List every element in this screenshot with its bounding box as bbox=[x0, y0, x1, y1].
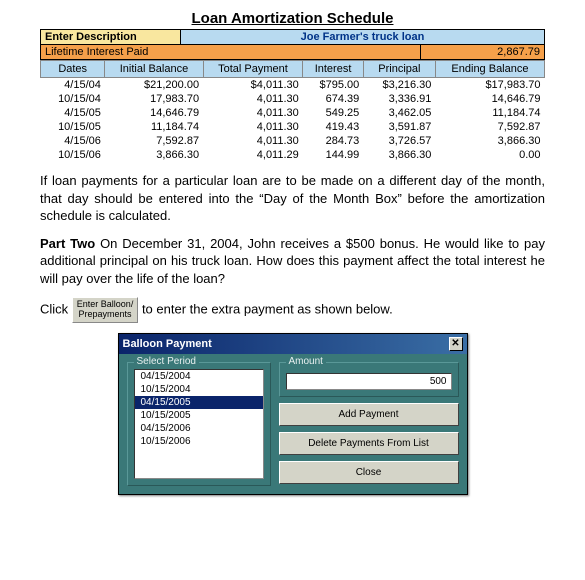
description-box: Enter Description Joe Farmer's truck loa… bbox=[40, 29, 545, 60]
table-cell: 549.25 bbox=[303, 106, 364, 120]
table-row: 10/15/0417,983.704,011.30674.393,336.911… bbox=[41, 92, 545, 106]
dialog-titlebar: Balloon Payment ✕ bbox=[119, 334, 467, 354]
table-row: 10/15/0511,184.744,011.30419.433,591.877… bbox=[41, 120, 545, 134]
table-cell: 3,866.30 bbox=[363, 148, 435, 162]
col-total: Total Payment bbox=[203, 61, 303, 78]
paragraph-note: If loan payments for a particular loan a… bbox=[40, 172, 545, 225]
period-option[interactable]: 10/15/2004 bbox=[135, 383, 263, 396]
table-cell: 3,336.91 bbox=[363, 92, 435, 106]
table-cell: 4,011.30 bbox=[203, 106, 303, 120]
balloon-payment-dialog: Balloon Payment ✕ Select Period 04/15/20… bbox=[118, 333, 468, 495]
table-cell: 10/15/05 bbox=[41, 120, 105, 134]
table-cell: 7,592.87 bbox=[435, 120, 544, 134]
table-cell: 4/15/06 bbox=[41, 134, 105, 148]
table-cell: 10/15/04 bbox=[41, 92, 105, 106]
table-cell: 4/15/05 bbox=[41, 106, 105, 120]
col-initial: Initial Balance bbox=[105, 61, 203, 78]
table-cell: 4,011.30 bbox=[203, 92, 303, 106]
delete-payments-button[interactable]: Delete Payments From List bbox=[279, 432, 459, 455]
desc-value: Joe Farmer's truck loan bbox=[181, 30, 545, 45]
close-button[interactable]: Close bbox=[279, 461, 459, 484]
table-cell: 17,983.70 bbox=[105, 92, 203, 106]
table-cell: 4,011.29 bbox=[203, 148, 303, 162]
paragraph-part-two: Part Two On December 31, 2004, John rece… bbox=[40, 235, 545, 288]
col-principal: Principal bbox=[363, 61, 435, 78]
table-cell: 674.39 bbox=[303, 92, 364, 106]
click-suffix: to enter the extra payment as shown belo… bbox=[138, 302, 392, 317]
desc-label: Enter Description bbox=[41, 30, 181, 45]
table-cell: $795.00 bbox=[303, 78, 364, 93]
amortization-table: Dates Initial Balance Total Payment Inte… bbox=[40, 60, 545, 162]
add-payment-button[interactable]: Add Payment bbox=[279, 403, 459, 426]
table-cell: 3,866.30 bbox=[435, 134, 544, 148]
table-cell: 284.73 bbox=[303, 134, 364, 148]
table-cell: 3,726.57 bbox=[363, 134, 435, 148]
table-cell: 3,866.30 bbox=[105, 148, 203, 162]
table-cell: $4,011.30 bbox=[203, 78, 303, 93]
table-cell: 4/15/04 bbox=[41, 78, 105, 93]
table-cell: 7,592.87 bbox=[105, 134, 203, 148]
amount-group: Amount bbox=[279, 362, 459, 397]
table-cell: $3,216.30 bbox=[363, 78, 435, 93]
period-listbox[interactable]: 04/15/200410/15/200404/15/200510/15/2005… bbox=[134, 369, 264, 479]
table-row: 4/15/067,592.874,011.30284.733,726.573,8… bbox=[41, 134, 545, 148]
table-row: 4/15/0514,646.794,011.30549.253,462.0511… bbox=[41, 106, 545, 120]
table-cell: 3,591.87 bbox=[363, 120, 435, 134]
period-option[interactable]: 10/15/2006 bbox=[135, 435, 263, 448]
table-cell: 4,011.30 bbox=[203, 120, 303, 134]
enter-balloon-button[interactable]: Enter Balloon/Prepayments bbox=[72, 297, 139, 323]
table-row: 4/15/04$21,200.00$4,011.30$795.00$3,216.… bbox=[41, 78, 545, 93]
page-title: Loan Amortization Schedule bbox=[40, 10, 545, 27]
amount-label: Amount bbox=[286, 356, 326, 367]
select-period-group: Select Period 04/15/200410/15/200404/15/… bbox=[127, 362, 271, 486]
table-cell: 3,462.05 bbox=[363, 106, 435, 120]
table-cell: 14,646.79 bbox=[435, 92, 544, 106]
col-ending: Ending Balance bbox=[435, 61, 544, 78]
table-cell: $21,200.00 bbox=[105, 78, 203, 93]
close-icon[interactable]: ✕ bbox=[449, 337, 463, 351]
table-header-row: Dates Initial Balance Total Payment Inte… bbox=[41, 61, 545, 78]
table-cell: 0.00 bbox=[435, 148, 544, 162]
part-two-text: On December 31, 2004, John receives a $5… bbox=[40, 236, 545, 286]
table-cell: 419.43 bbox=[303, 120, 364, 134]
part-two-label: Part Two bbox=[40, 236, 95, 251]
period-option[interactable]: 04/15/2004 bbox=[135, 370, 263, 383]
table-cell: 144.99 bbox=[303, 148, 364, 162]
table-cell: 10/15/06 bbox=[41, 148, 105, 162]
table-cell: 11,184.74 bbox=[435, 106, 544, 120]
table-cell: $17,983.70 bbox=[435, 78, 544, 93]
table-row: 10/15/063,866.304,011.29144.993,866.300.… bbox=[41, 148, 545, 162]
col-dates: Dates bbox=[41, 61, 105, 78]
table-cell: 11,184.74 bbox=[105, 120, 203, 134]
period-option[interactable]: 04/15/2006 bbox=[135, 422, 263, 435]
col-interest: Interest bbox=[303, 61, 364, 78]
click-prefix: Click bbox=[40, 302, 72, 317]
period-option[interactable]: 10/15/2005 bbox=[135, 409, 263, 422]
period-option[interactable]: 04/15/2005 bbox=[135, 396, 263, 409]
dialog-title: Balloon Payment bbox=[123, 338, 212, 350]
table-cell: 4,011.30 bbox=[203, 134, 303, 148]
click-instruction: Click Enter Balloon/Prepayments to enter… bbox=[40, 297, 545, 323]
amount-input[interactable] bbox=[286, 373, 452, 390]
interest-value: 2,867.79 bbox=[420, 45, 544, 60]
table-cell: 14,646.79 bbox=[105, 106, 203, 120]
select-period-label: Select Period bbox=[134, 356, 199, 367]
interest-label: Lifetime Interest Paid bbox=[41, 45, 421, 60]
